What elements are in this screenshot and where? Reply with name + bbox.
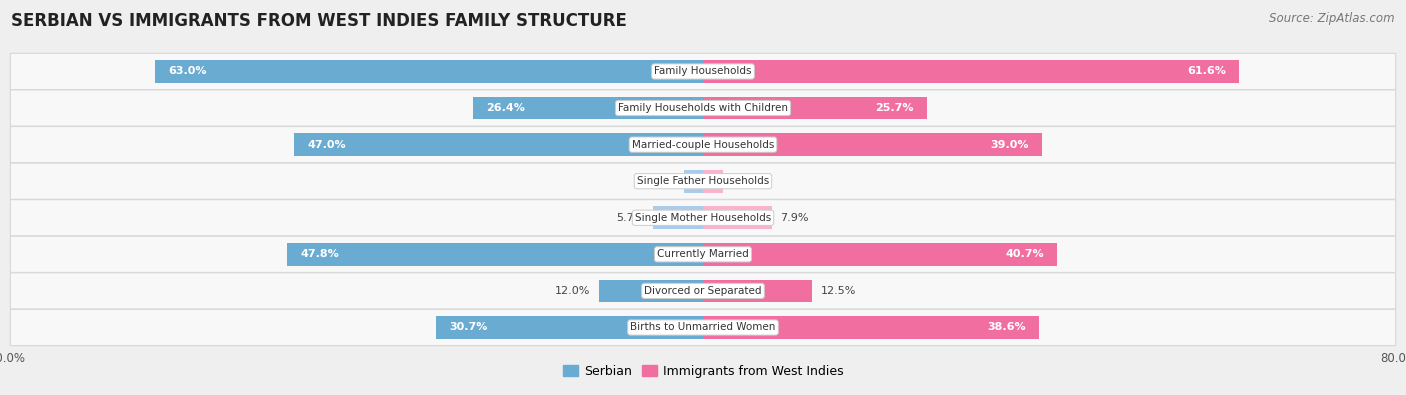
Text: 39.0%: 39.0% bbox=[991, 139, 1029, 150]
Legend: Serbian, Immigrants from West Indies: Serbian, Immigrants from West Indies bbox=[558, 360, 848, 383]
FancyBboxPatch shape bbox=[10, 309, 1396, 346]
Bar bbox=[683, 170, 703, 192]
Bar bbox=[287, 243, 703, 266]
Text: 63.0%: 63.0% bbox=[167, 66, 207, 77]
FancyBboxPatch shape bbox=[10, 53, 1396, 90]
Text: 12.0%: 12.0% bbox=[554, 286, 591, 296]
Bar bbox=[294, 133, 703, 156]
Text: 2.3%: 2.3% bbox=[731, 176, 761, 186]
FancyBboxPatch shape bbox=[10, 126, 1396, 163]
Text: Family Households with Children: Family Households with Children bbox=[619, 103, 787, 113]
Text: 25.7%: 25.7% bbox=[875, 103, 914, 113]
Bar bbox=[703, 316, 1039, 339]
Bar bbox=[599, 280, 703, 302]
Text: 2.2%: 2.2% bbox=[647, 176, 675, 186]
Bar bbox=[703, 280, 811, 302]
Text: Source: ZipAtlas.com: Source: ZipAtlas.com bbox=[1270, 12, 1395, 25]
Text: Divorced or Separated: Divorced or Separated bbox=[644, 286, 762, 296]
Text: Currently Married: Currently Married bbox=[657, 249, 749, 260]
FancyBboxPatch shape bbox=[10, 163, 1396, 199]
FancyBboxPatch shape bbox=[10, 199, 1396, 236]
Text: SERBIAN VS IMMIGRANTS FROM WEST INDIES FAMILY STRUCTURE: SERBIAN VS IMMIGRANTS FROM WEST INDIES F… bbox=[11, 12, 627, 30]
Text: Births to Unmarried Women: Births to Unmarried Women bbox=[630, 322, 776, 333]
Text: 7.9%: 7.9% bbox=[780, 213, 808, 223]
Text: 12.5%: 12.5% bbox=[821, 286, 856, 296]
Text: 61.6%: 61.6% bbox=[1187, 66, 1226, 77]
Bar bbox=[654, 207, 703, 229]
Bar bbox=[703, 170, 723, 192]
FancyBboxPatch shape bbox=[10, 236, 1396, 273]
Text: Married-couple Households: Married-couple Households bbox=[631, 139, 775, 150]
Text: Single Mother Households: Single Mother Households bbox=[636, 213, 770, 223]
FancyBboxPatch shape bbox=[10, 273, 1396, 309]
Bar bbox=[703, 60, 1239, 83]
Bar bbox=[474, 97, 703, 119]
Text: 38.6%: 38.6% bbox=[987, 322, 1026, 333]
Text: Family Households: Family Households bbox=[654, 66, 752, 77]
Bar bbox=[436, 316, 703, 339]
Text: 30.7%: 30.7% bbox=[449, 322, 488, 333]
Bar bbox=[703, 243, 1057, 266]
Bar bbox=[155, 60, 703, 83]
Bar bbox=[703, 207, 772, 229]
Bar bbox=[703, 133, 1042, 156]
FancyBboxPatch shape bbox=[10, 90, 1396, 126]
Text: 26.4%: 26.4% bbox=[486, 103, 526, 113]
Text: Single Father Households: Single Father Households bbox=[637, 176, 769, 186]
Text: 5.7%: 5.7% bbox=[616, 213, 645, 223]
Text: 47.8%: 47.8% bbox=[301, 249, 339, 260]
Text: 40.7%: 40.7% bbox=[1005, 249, 1045, 260]
Bar bbox=[703, 97, 927, 119]
Text: 47.0%: 47.0% bbox=[307, 139, 346, 150]
